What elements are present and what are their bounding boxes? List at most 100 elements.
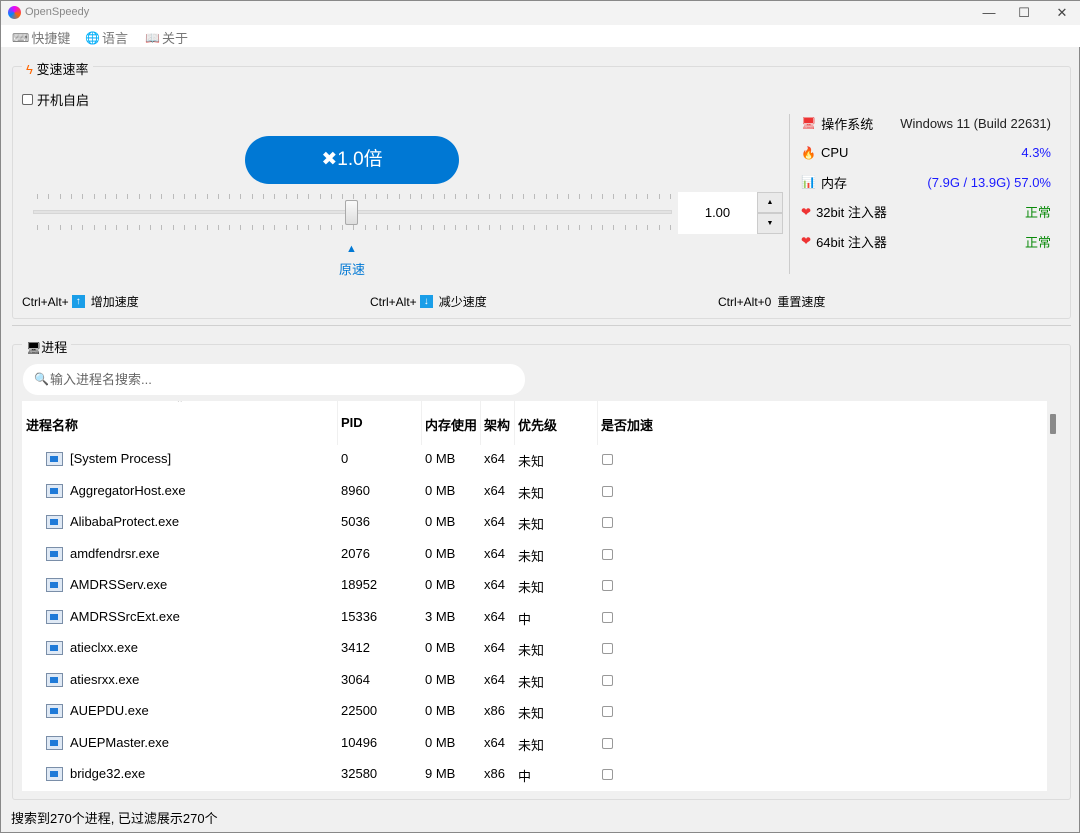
table-row[interactable]: AMDRSServ.exe 18952 0 MB x64 未知 <box>22 570 1047 601</box>
maximize-button[interactable]: ☐ <box>1018 5 1030 20</box>
info-value: 正常 <box>1024 205 1051 220</box>
autostart-checkbox[interactable]: 开机自启 <box>22 90 89 109</box>
slider-tick <box>138 194 140 199</box>
spin-up-button[interactable]: ▲ <box>757 192 783 213</box>
column-header[interactable]: 优先级 <box>518 418 558 433</box>
column-header[interactable]: 内存使用 <box>425 418 478 433</box>
column-header[interactable]: 架构 <box>484 418 511 433</box>
table-row[interactable]: AUEPDU.exe 22500 0 MB x86 未知 <box>22 696 1047 727</box>
scrollbar-thumb[interactable] <box>1050 414 1056 434</box>
search-icon: 🔍 <box>34 372 49 386</box>
slider-tick <box>602 225 603 230</box>
slider-tick <box>127 194 129 199</box>
menu-about[interactable]: 📖 关于 <box>145 28 188 47</box>
hotkey-label: 增加速度 <box>90 295 139 309</box>
column-header[interactable]: PID <box>341 415 363 430</box>
cell: atieclxx.exe <box>70 640 138 655</box>
slider-tick <box>624 225 626 230</box>
cell: x64 <box>484 734 505 750</box>
accelerate-checkbox[interactable] <box>602 674 613 686</box>
table-row[interactable]: [System Process] 0 0 MB x64 未知 <box>22 444 1047 475</box>
column-separator[interactable] <box>337 401 338 445</box>
slider-tick <box>59 194 61 199</box>
close-button[interactable]: ✕ <box>1056 5 1068 20</box>
cell: 0 MB <box>425 514 456 529</box>
cell: 0 MB <box>425 577 456 592</box>
table-row[interactable]: AMDRSSrcExt.exe 15336 3 MB x64 中 <box>22 602 1047 633</box>
slider-tick <box>534 194 536 199</box>
slider-tick <box>635 194 637 199</box>
table-row[interactable]: bridge32.exe 32580 9 MB x86 中 <box>22 759 1047 790</box>
column-separator[interactable] <box>421 401 422 445</box>
table-row[interactable]: amdfendrsr.exe 2076 0 MB x64 未知 <box>22 539 1047 570</box>
process-icon <box>46 452 63 466</box>
cell: x64 <box>484 608 505 624</box>
slider-tick <box>150 225 151 230</box>
sort-ascending-icon[interactable]: ⌃ <box>176 401 184 408</box>
slider-tick <box>353 194 355 199</box>
table-row[interactable]: atiesrxx.exe 3064 0 MB x64 未知 <box>22 665 1047 696</box>
cell: 未知 <box>518 517 545 532</box>
slider-tick <box>613 194 615 199</box>
column-separator[interactable] <box>480 401 481 445</box>
accelerate-checkbox[interactable] <box>602 643 613 654</box>
cell: [System Process] <box>70 451 172 466</box>
slider-tick <box>387 194 389 199</box>
info-label: 操作系统 <box>821 116 874 132</box>
cell: 未知 <box>518 485 545 501</box>
minimize-button[interactable]: — <box>982 5 996 20</box>
accelerate-checkbox[interactable] <box>602 706 613 717</box>
cell: 0 <box>341 451 349 466</box>
checkbox-box[interactable] <box>22 94 33 105</box>
column-header[interactable]: 是否加速 <box>601 418 654 433</box>
spin-down-button[interactable]: ▼ <box>757 213 783 234</box>
table-row[interactable]: atieclxx.exe 3412 0 MB x64 未知 <box>22 633 1047 664</box>
menu-label: 关于 <box>161 31 188 46</box>
system-info-row: ❤ 32bit 注入器 正常 <box>801 202 1051 222</box>
process-search-input[interactable] <box>23 364 525 395</box>
column-header[interactable]: 进程名称 <box>26 418 79 433</box>
scrollbar[interactable] <box>1047 401 1061 791</box>
divider <box>789 114 790 274</box>
table-row[interactable]: AUEPMaster.exe 10496 0 MB x64 未知 <box>22 728 1047 759</box>
column-separator[interactable] <box>597 401 598 445</box>
hotkey-label: 减少速度 <box>438 295 487 309</box>
menu-language[interactable]: 🌐 语言 <box>85 28 128 47</box>
accelerate-checkbox[interactable] <box>602 485 613 497</box>
slider-tick <box>590 194 592 199</box>
accelerate-checkbox[interactable] <box>602 769 613 780</box>
slider-tick <box>489 225 490 230</box>
slider-tick <box>104 225 106 230</box>
section-divider <box>12 325 1071 326</box>
slider-tick <box>206 225 208 230</box>
process-table: ⌃ 进程名称 PID 内存使用 架构 优先级 是否加速 [System Process] 0… <box>22 401 1047 791</box>
system-info-row: ❤ 64bit 注入器 正常 <box>801 231 1051 251</box>
accelerate-checkbox[interactable] <box>602 548 613 560</box>
table-row[interactable]: AggregatorHost.exe 8960 0 MB x64 未知 <box>22 476 1047 507</box>
slider-tick <box>251 225 253 230</box>
accelerate-checkbox[interactable] <box>602 737 613 749</box>
menu-bar <box>1 25 1080 47</box>
process-group-title: 🖥进程 <box>22 337 72 356</box>
slider-tick <box>590 225 592 230</box>
slider-tick <box>376 194 377 199</box>
accelerate-checkbox[interactable] <box>602 517 613 528</box>
slider-tick <box>183 194 185 199</box>
slider-handle[interactable] <box>345 200 358 225</box>
slider-tick <box>251 194 253 199</box>
process-icon <box>46 546 63 561</box>
fire-icon: 🔥 <box>801 145 816 160</box>
speed-display-button[interactable]: ✖1.0倍 <box>245 136 459 184</box>
accelerate-checkbox[interactable] <box>602 611 613 623</box>
accelerate-checkbox[interactable] <box>602 454 613 465</box>
column-separator[interactable] <box>514 401 515 445</box>
slider-tick <box>364 194 366 199</box>
accelerate-checkbox[interactable] <box>602 580 613 591</box>
menu-shortcuts[interactable]: ⌨ 快捷键 <box>12 28 70 47</box>
speed-spinbox[interactable]: 1.00 <box>678 192 757 234</box>
cell: 0 MB <box>425 482 456 498</box>
info-label: 64bit 注入器 <box>816 234 887 250</box>
info-value: Windows 11 (Build 22631) <box>900 115 1051 131</box>
cell: 0 MB <box>425 451 456 466</box>
table-row[interactable]: AlibabaProtect.exe 5036 0 MB x64 未知 <box>22 507 1047 538</box>
